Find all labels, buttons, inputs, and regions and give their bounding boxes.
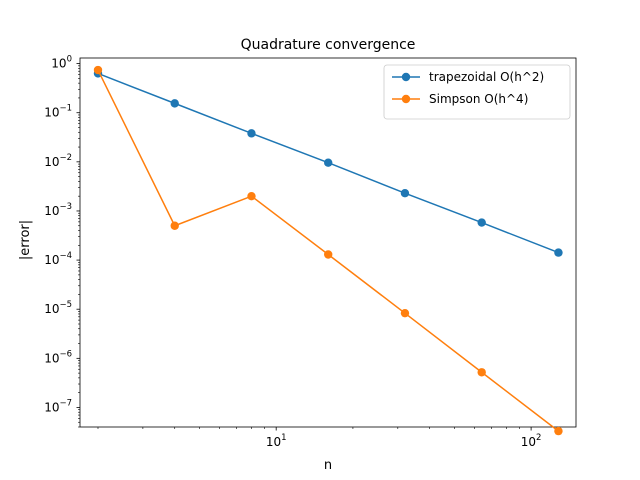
- x-axis-label: n: [324, 458, 332, 473]
- legend-swatch-marker: [401, 94, 411, 104]
- legend-item: Simpson O(h^4): [392, 92, 528, 106]
- data-point: [324, 158, 333, 167]
- data-point: [93, 65, 103, 75]
- y-axis-label: |error|: [18, 220, 33, 260]
- data-point: [247, 191, 256, 201]
- y-tick-label: 10−5: [44, 300, 72, 316]
- data-point: [324, 250, 333, 259]
- y-tick-label: 10−1: [44, 104, 72, 120]
- legend-label: trapezoidal O(h^2): [429, 70, 544, 84]
- plot-area: 101 102 100 10−1 10−2 10−3 10−4 10−5 10−6 10−7: [44, 55, 577, 449]
- y-tick-label: 10−7: [44, 398, 72, 414]
- legend: trapezoidal O(h^2) Simpson O(h^4): [383, 64, 571, 120]
- y-tick-label: 10−2: [44, 153, 72, 169]
- data-point: [400, 188, 410, 198]
- y-tick-label: 10−3: [44, 202, 72, 218]
- data-point: [477, 218, 486, 227]
- series-2: [93, 65, 563, 436]
- y-tick-label: 10−4: [44, 251, 72, 267]
- axes-frame: [79, 57, 577, 428]
- data-point: [400, 308, 410, 318]
- y-tick-label: 100: [51, 55, 72, 71]
- x-tick-label: 102: [521, 433, 542, 449]
- data-point: [170, 221, 179, 230]
- legend-label: Simpson O(h^4): [429, 92, 528, 106]
- legend-item: trapezoidal O(h^2): [392, 70, 544, 84]
- data-point: [554, 426, 563, 436]
- data-point: [477, 368, 486, 377]
- legend-swatch-marker: [401, 72, 411, 82]
- y-tick-label: 10−6: [44, 349, 72, 365]
- data-point: [170, 99, 179, 108]
- data-point: [247, 129, 256, 138]
- data-point: [554, 248, 563, 257]
- legend-box: [383, 64, 571, 120]
- chart-title: Quadrature convergence: [241, 37, 416, 53]
- x-tick-label: 101: [266, 433, 287, 449]
